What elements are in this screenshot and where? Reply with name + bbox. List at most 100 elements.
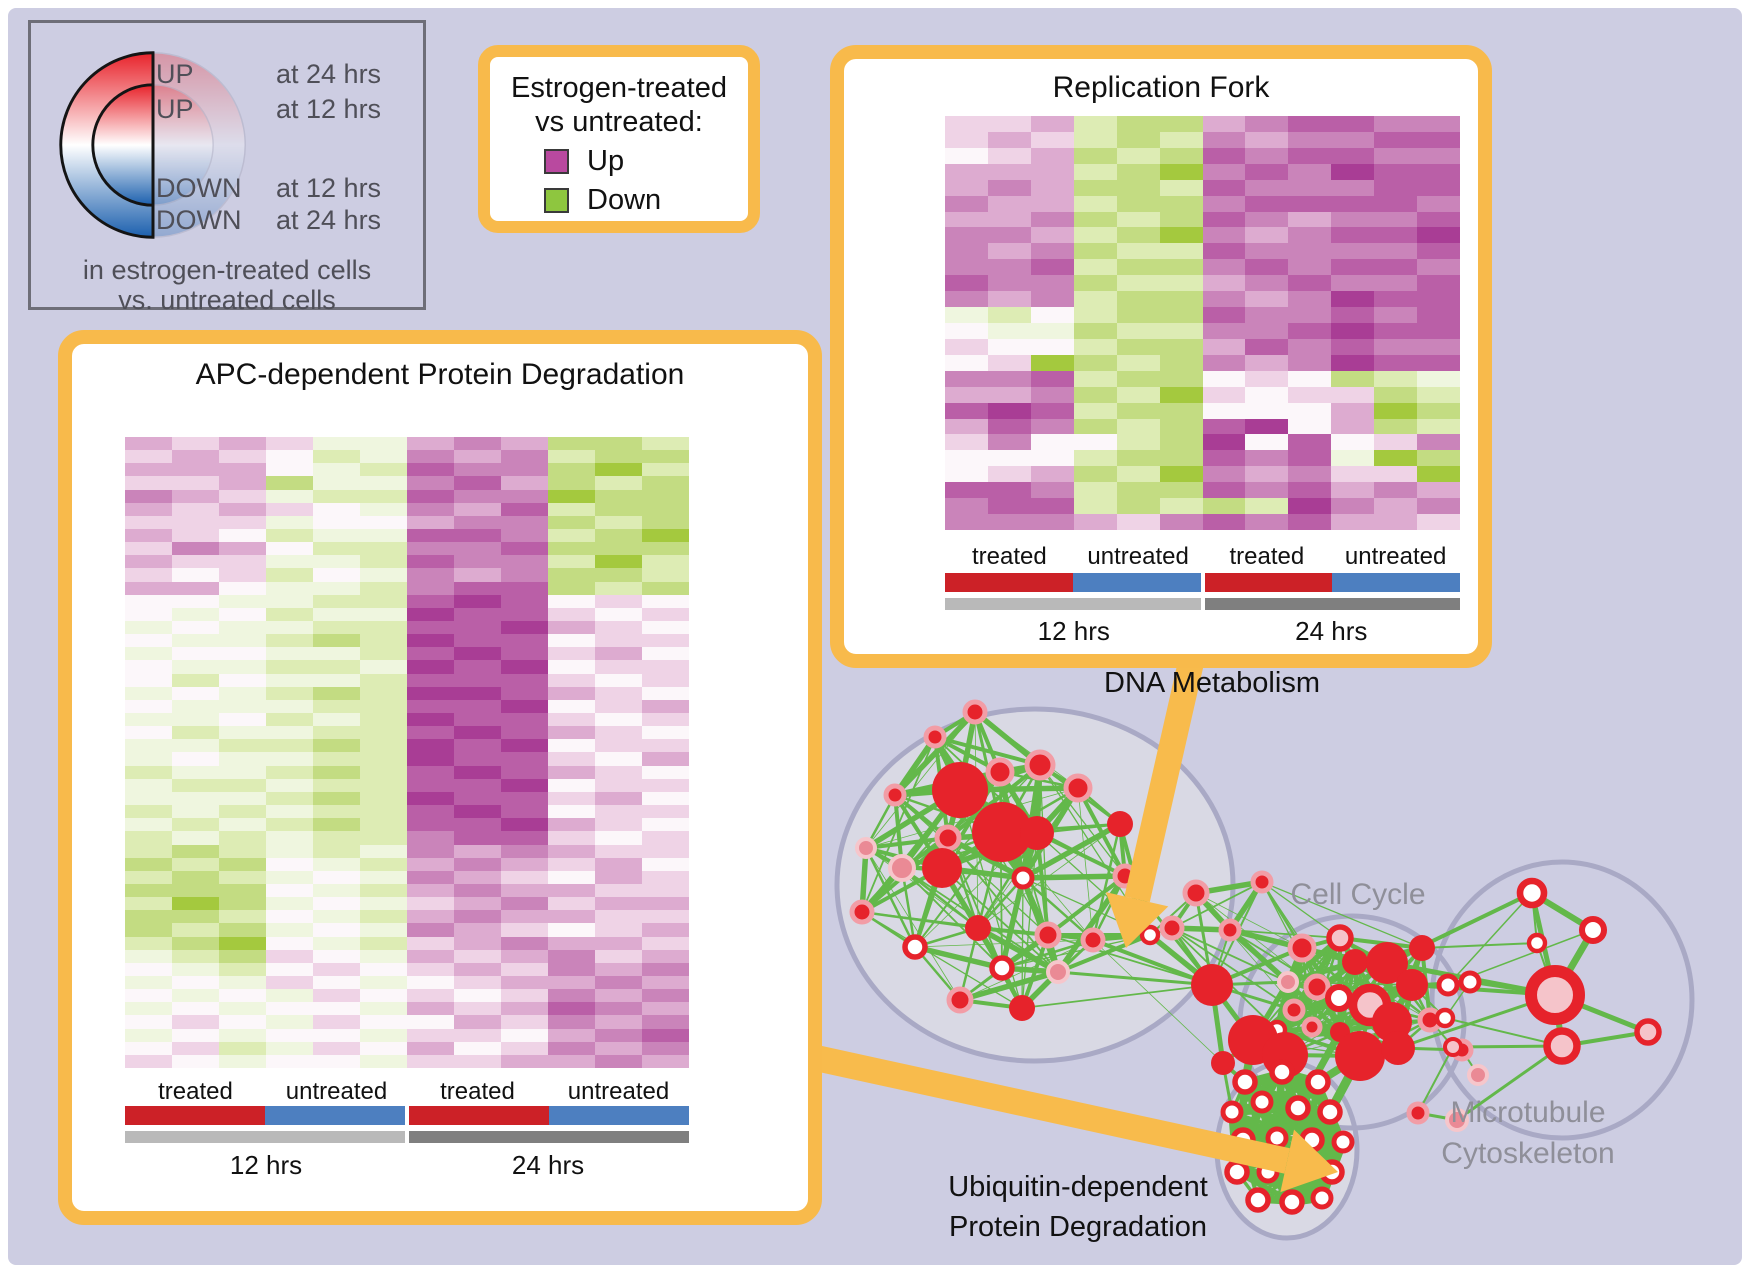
untreated-bar [1072, 573, 1201, 592]
heatmap-cell [1331, 291, 1375, 308]
heatmap-cell [407, 1002, 454, 1016]
heatmap-cell [987, 482, 1031, 499]
heatmap-cell [360, 936, 407, 950]
key-caption-line1: in estrogen-treated cells [82, 255, 372, 285]
apc-title: APC-dependent Protein Degradation [195, 358, 685, 391]
heatmap-cell [454, 450, 501, 464]
heatmap-cell [1417, 338, 1460, 355]
rf-time-labels: 12 hrs 24 hrs [945, 616, 1460, 647]
gene-node [1279, 1189, 1305, 1215]
heatmap-cell [945, 291, 988, 308]
heatmap-cell [501, 857, 548, 871]
heatmap-cell [407, 883, 454, 898]
heatmap-cell [360, 463, 407, 477]
heatmap-cell [501, 634, 548, 648]
heatmap-cell [642, 581, 689, 595]
gene-node [849, 899, 875, 925]
heatmap-cell [945, 307, 988, 323]
heatmap-cell [172, 529, 219, 543]
heatmap-cell [172, 568, 219, 582]
heatmap-cell [945, 227, 988, 244]
heatmap-cell [172, 476, 219, 490]
heatmap-cell [266, 975, 313, 990]
heatmap-cell [313, 949, 360, 963]
key-caption-line2: vs. untreated cells [118, 285, 336, 315]
heatmap-cell [1331, 116, 1375, 132]
heatmap-cell [172, 713, 219, 727]
heatmap-cell [407, 542, 454, 556]
gene-node [1303, 973, 1331, 1001]
heatmap-cell [454, 989, 501, 1003]
donut-left-inner [91, 83, 155, 207]
heatmap-cell [407, 1028, 454, 1042]
heatmap-cell [454, 568, 501, 582]
heatmap-cell [987, 307, 1031, 323]
heatmap-cell [219, 1002, 266, 1016]
heatmap-cell [407, 450, 454, 464]
heatmap-cell [266, 739, 313, 753]
apc-condition-bar [125, 1106, 689, 1125]
heatmap-cell [1073, 259, 1117, 276]
heatmap-cell [1374, 147, 1418, 164]
gene-node [1282, 998, 1306, 1022]
heatmap-cell [454, 1015, 501, 1029]
heatmap-cell [642, 857, 689, 871]
heatmap-cell [125, 450, 172, 464]
heatmap-cell [595, 673, 642, 687]
heatmap-cell [172, 542, 219, 556]
heatmap-cell [595, 752, 642, 766]
heatmap-cell [595, 647, 642, 661]
heatmap-cell [1073, 354, 1117, 371]
rf-12hrs-label: 12 hrs [1037, 616, 1110, 646]
heatmap-cell [172, 857, 219, 871]
heatmap-cell [313, 870, 360, 884]
heatmap-cell [407, 673, 454, 687]
heatmap-cell [642, 594, 689, 608]
heatmap-cell [360, 923, 407, 937]
heatmap-cell [1331, 227, 1375, 244]
gene-node [855, 837, 877, 859]
heatmap-cell [1073, 322, 1117, 339]
heatmap-cell [548, 765, 595, 779]
legend-item-up: Up [544, 145, 694, 178]
heatmap-cell [1030, 402, 1074, 419]
heatmap-cell [172, 910, 219, 924]
heatmap-cell [548, 502, 595, 516]
heatmap-cell [125, 437, 172, 451]
heatmap-cell [501, 502, 548, 516]
gene-node [1406, 1101, 1430, 1125]
heatmap-cell [360, 897, 407, 911]
heatmap-cell [1288, 386, 1332, 403]
heatmap-cell [1331, 259, 1375, 276]
gene-node [1250, 870, 1274, 894]
heatmap-cell [987, 147, 1031, 164]
heatmap-cell [1288, 179, 1332, 196]
heatmap-cell [454, 581, 501, 595]
heatmap-cell [407, 476, 454, 490]
heatmap-cell [313, 647, 360, 661]
heatmap-cell [266, 1028, 313, 1042]
heatmap-cell [548, 975, 595, 990]
heatmap-cell [1374, 307, 1418, 323]
heatmap-cell [407, 791, 454, 806]
heatmap-cell [1288, 163, 1332, 180]
heatmap-cell [454, 515, 501, 530]
heatmap-cell [595, 778, 642, 792]
heatmap-cell [501, 923, 548, 937]
heatmap-cell [1202, 211, 1246, 228]
heatmap-cell [1202, 498, 1246, 515]
heatmap-cell [595, 476, 642, 490]
heatmap-cell [1202, 307, 1246, 323]
heatmap-cell [1374, 498, 1418, 515]
heatmap-cell [360, 726, 407, 740]
gene-node [1525, 965, 1585, 1025]
key-time: at 12 hrs [276, 94, 382, 124]
heatmap-cell [172, 989, 219, 1003]
heatmap-cell [266, 844, 313, 858]
heatmap-cell [125, 647, 172, 661]
heatmap-cell [313, 581, 360, 595]
heatmap-cell [172, 673, 219, 687]
heatmap-cell [1331, 338, 1375, 355]
